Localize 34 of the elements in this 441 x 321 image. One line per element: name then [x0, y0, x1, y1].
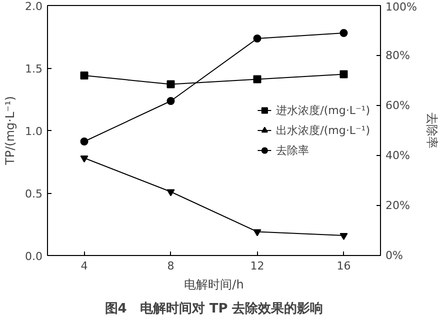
- y-tick-label: 1.5: [25, 62, 43, 76]
- y2-tick-label: 40%: [386, 149, 410, 162]
- y-tick-label: 2.0: [25, 0, 43, 13]
- y-axis-title: TP/(mg·L⁻¹): [3, 96, 18, 166]
- y-tick-label: 1.0: [25, 125, 43, 138]
- point: [253, 75, 262, 84]
- point: [80, 155, 88, 163]
- y2-tick-label: 80%: [386, 49, 410, 62]
- x-tick-label: 12: [250, 260, 264, 272]
- y-tick-label: 0.5: [25, 188, 43, 200]
- point: [166, 80, 175, 88]
- y2-tick-label: 20%: [386, 199, 410, 212]
- point: [340, 232, 348, 240]
- x-tick-label: 16: [336, 260, 351, 272]
- point: [166, 97, 175, 105]
- point: [80, 72, 88, 80]
- y2-axis-title: 去除率: [424, 112, 439, 148]
- y2-tick-label: 100%: [386, 0, 417, 14]
- point: [340, 70, 348, 78]
- point: [80, 138, 88, 146]
- point: [340, 29, 348, 37]
- y-tick-label: 0.0: [25, 250, 43, 263]
- y2-tick-label: 0%: [386, 249, 403, 262]
- legend-label: 去除率: [276, 142, 310, 158]
- point: [253, 34, 262, 42]
- text: 图4 电解时间对 TP 去除效果的影响: [104, 302, 324, 316]
- point: [253, 229, 262, 236]
- x-axis-title: 电解时间/h: [184, 278, 244, 292]
- point: [166, 189, 175, 196]
- x-tick-label: 4: [80, 260, 88, 272]
- legend-label: 出水浓度/(mg·L⁻¹): [276, 122, 370, 138]
- x-tick-label: 8: [167, 260, 174, 272]
- y2-tick-label: 60%: [386, 99, 410, 112]
- legend-label: 进水浓度/(mg·L⁻¹): [276, 102, 370, 118]
